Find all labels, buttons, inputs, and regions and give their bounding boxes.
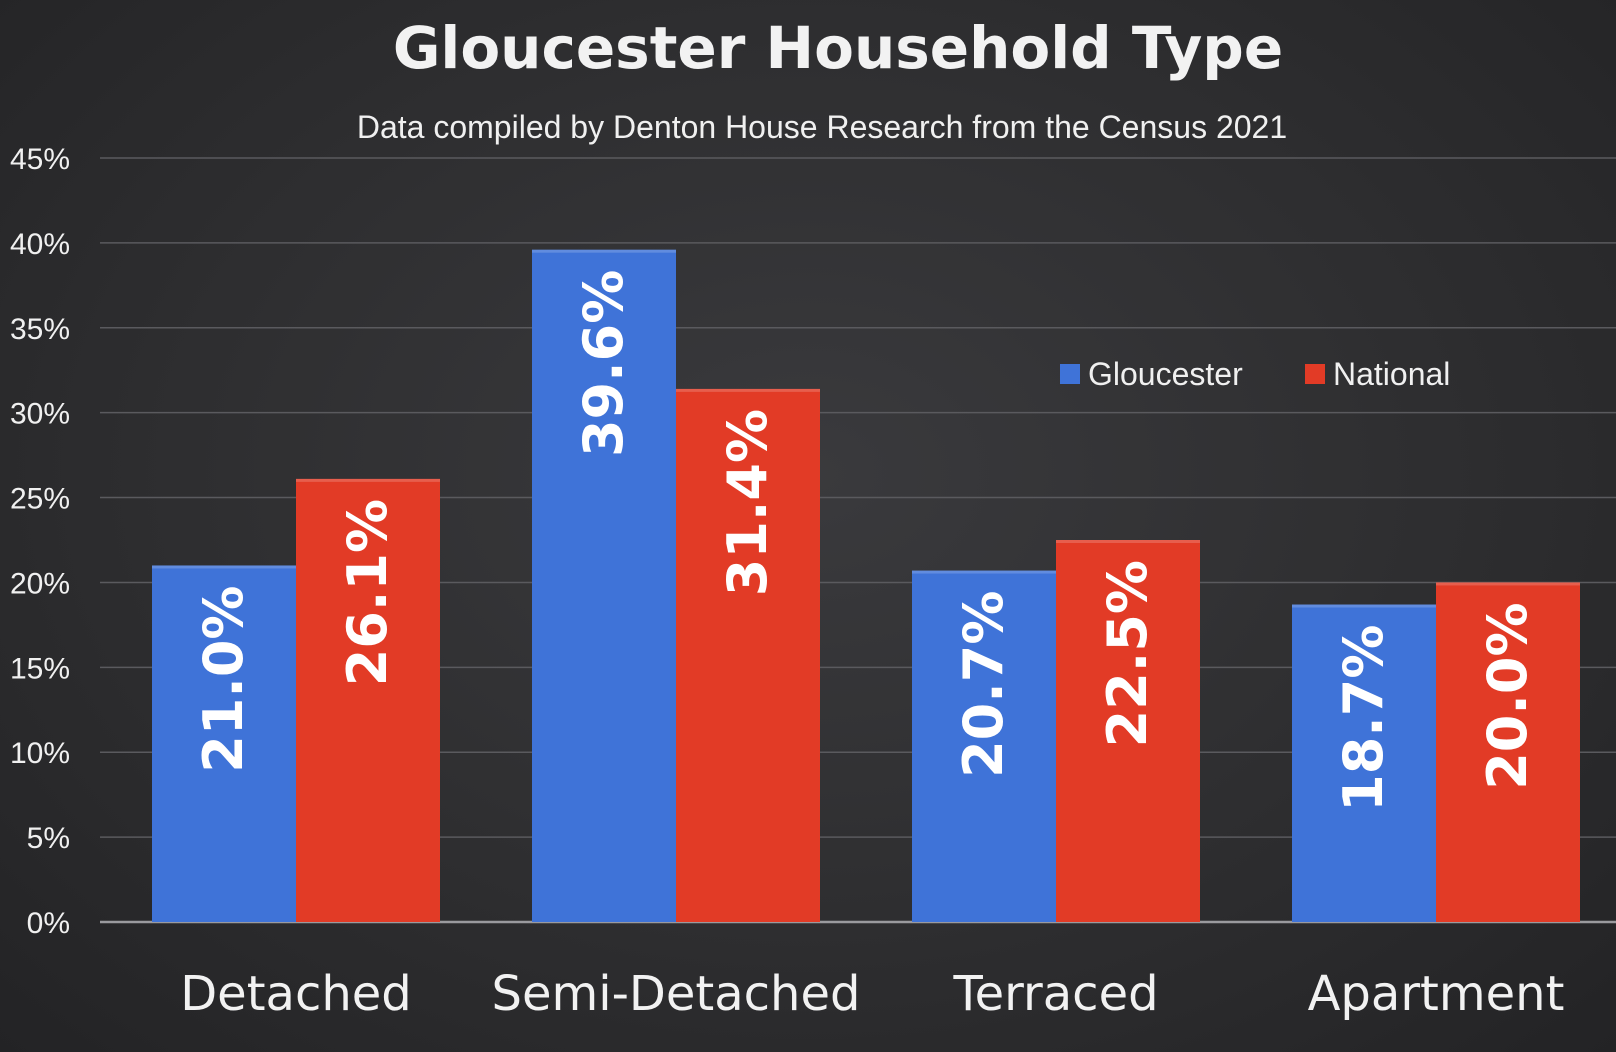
y-tick-label: 45% (10, 143, 70, 176)
bar-gloucester-apartment (1292, 604, 1436, 922)
bar-top-highlight (152, 565, 296, 569)
y-axis-ticks: 0% 5% 10% 15% 20% 25% 30% 35% 40% 45% (10, 143, 70, 940)
bar-national-detached (296, 478, 440, 922)
data-label-national-detached: 26.1% (336, 499, 399, 686)
data-label-national-semi-detached: 31.4% (716, 409, 779, 596)
bar-national-terraced (1056, 540, 1200, 922)
data-label-gloucester-semi-detached: 39.6% (572, 270, 635, 457)
x-tick-label: Apartment (1308, 966, 1565, 1022)
y-tick-label: 20% (10, 567, 70, 600)
legend-label-national: National (1333, 356, 1450, 392)
bar-gloucester-detached (152, 565, 296, 922)
y-tick-label: 40% (10, 228, 70, 261)
data-label-national-terraced: 22.5% (1096, 560, 1159, 747)
legend: Gloucester National (1060, 356, 1450, 392)
chart-subtitle: Data compiled by Denton House Research f… (357, 109, 1287, 145)
x-tick-label: Semi-Detached (492, 966, 861, 1022)
x-tick-label: Terraced (952, 966, 1158, 1022)
bar-top-highlight (1436, 582, 1580, 586)
bar-top-highlight (532, 249, 676, 253)
bar-top-highlight (912, 570, 1056, 574)
data-labels: 21.0% 26.1% 39.6% 31.4% 20.7% 22.5% 18.7% 20.0% (192, 270, 1539, 812)
y-tick-label: 30% (10, 398, 70, 431)
bar-top-highlight (1056, 540, 1200, 543)
y-tick-label: 35% (10, 313, 70, 346)
data-label-gloucester-apartment: 18.7% (1332, 625, 1395, 812)
data-label-gloucester-terraced: 20.7% (952, 591, 1015, 778)
legend-swatch-gloucester (1060, 364, 1080, 384)
x-tick-label: Detached (180, 966, 412, 1022)
data-label-national-apartment: 20.0% (1476, 602, 1539, 789)
x-axis-ticks: Detached Semi-Detached Terraced Apartment (180, 966, 1564, 1022)
legend-label-gloucester: Gloucester (1088, 356, 1243, 392)
y-tick-label: 5% (27, 822, 70, 855)
y-tick-label: 10% (10, 737, 70, 770)
y-tick-label: 0% (27, 907, 70, 940)
y-tick-label: 15% (10, 652, 70, 685)
bar-national-semi-detached (676, 388, 820, 922)
data-label-gloucester-detached: 21.0% (192, 585, 255, 772)
y-tick-label: 25% (10, 483, 70, 516)
chart-title: Gloucester Household Type (393, 14, 1283, 82)
bar-top-highlight (296, 478, 440, 482)
bars (152, 249, 1580, 922)
legend-swatch-national (1305, 364, 1325, 384)
bar-gloucester-semi-detached (532, 249, 676, 922)
bar-national-apartment (1436, 582, 1580, 922)
bar-top-highlight (676, 388, 820, 392)
bar-gloucester-terraced (912, 570, 1056, 922)
bar-top-highlight (1292, 604, 1436, 608)
